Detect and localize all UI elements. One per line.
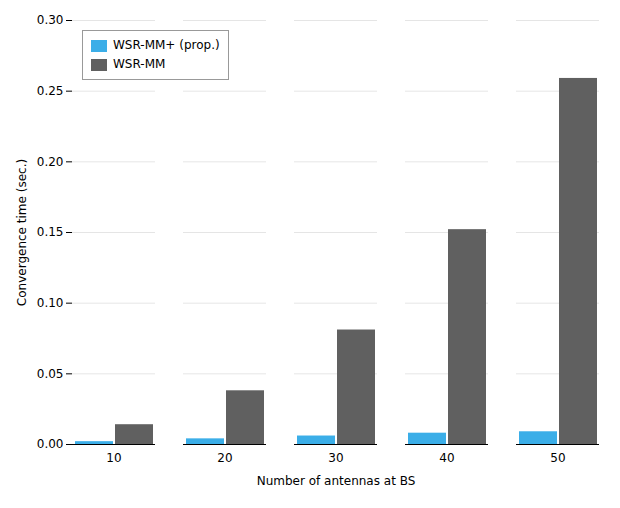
svg-text:Convergence time (sec.): Convergence time (sec.) bbox=[15, 159, 29, 306]
html-text:WSR-MM: WSR-MM bbox=[113, 57, 166, 72]
svg-text:10: 10 bbox=[106, 451, 121, 465]
svg-text:0.20: 0.20 bbox=[37, 155, 64, 169]
svg-text:0.15: 0.15 bbox=[37, 225, 64, 239]
html-text:WSR-MM+ (prop.): WSR-MM+ (prop.) bbox=[113, 38, 220, 52]
svg-text:0.30: 0.30 bbox=[37, 13, 64, 27]
svg-text:Number of antennas at BS: Number of antennas at BS bbox=[257, 474, 416, 488]
svg-text:40: 40 bbox=[439, 451, 454, 465]
svg-text:0.05: 0.05 bbox=[37, 367, 64, 381]
svg-text:0.25: 0.25 bbox=[37, 84, 64, 98]
svg-text:0.10: 0.10 bbox=[37, 296, 64, 310]
svg-text:30: 30 bbox=[328, 451, 343, 465]
svg-text:0.00: 0.00 bbox=[37, 437, 64, 451]
svg-text:50: 50 bbox=[550, 451, 565, 465]
svg-text:20: 20 bbox=[217, 451, 232, 465]
